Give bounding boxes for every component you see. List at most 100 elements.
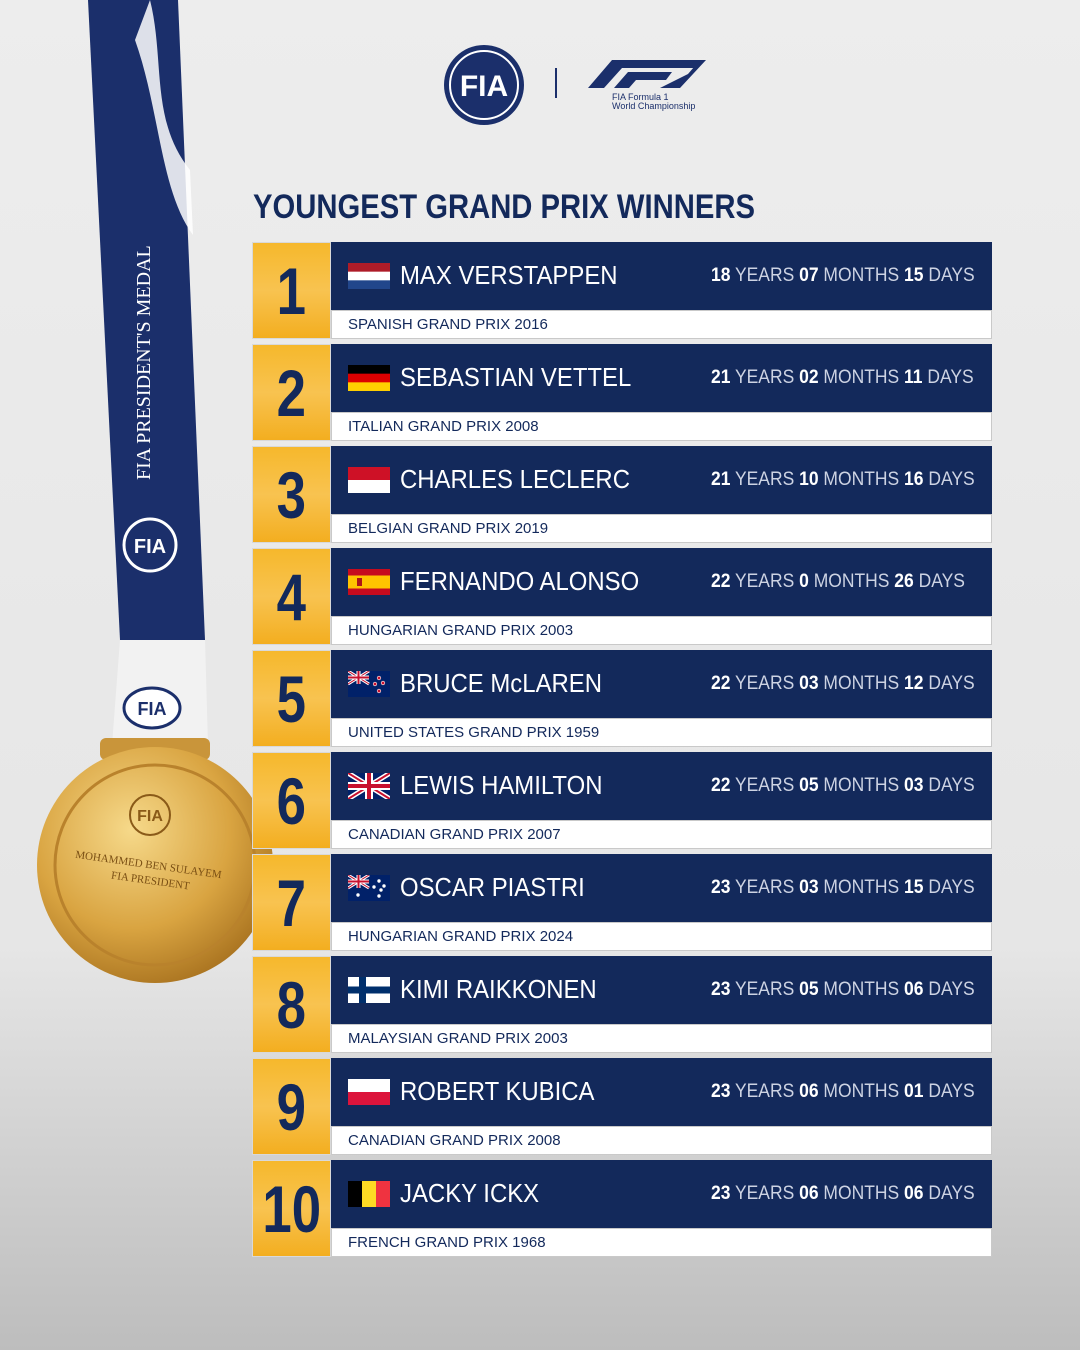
rank: 8 <box>276 967 307 1042</box>
rank-box: 1 <box>252 242 331 339</box>
rank: 6 <box>276 763 307 838</box>
flag-icon <box>348 977 390 1003</box>
age-days: 15 <box>904 265 924 286</box>
driver-name: ROBERT KUBICA <box>400 1076 595 1106</box>
age-unit: MONTHS <box>813 571 890 592</box>
age-unit: DAYS <box>927 367 974 388</box>
driver-name: FERNANDO ALONSO <box>400 566 640 596</box>
rank: 9 <box>276 1069 307 1144</box>
race: BELGIAN GRAND PRIX 2019 <box>348 520 549 537</box>
medal <box>37 747 273 983</box>
race: MALAYSIAN GRAND PRIX 2003 <box>348 1030 568 1047</box>
flag <box>348 977 390 1003</box>
age-unit: YEARS <box>734 571 795 592</box>
ribbon-logo-ring <box>122 517 178 573</box>
race: CANADIAN GRAND PRIX 2008 <box>348 1132 561 1149</box>
flag-icon <box>348 263 390 289</box>
race-band <box>331 922 992 951</box>
rank: 3 <box>276 457 307 532</box>
age-years: 21 <box>711 469 731 490</box>
age-unit: DAYS <box>928 775 975 796</box>
rank-box: 9 <box>252 1058 331 1155</box>
age: 21 YEARS 10 MONTHS 16 DAYS <box>711 469 975 491</box>
name-band <box>331 1058 992 1126</box>
race: UNITED STATES GRAND PRIX 1959 <box>348 724 600 741</box>
age: 23 YEARS 05 MONTHS 06 DAYS <box>711 979 975 1001</box>
age-unit: DAYS <box>928 1183 975 1204</box>
age-months: 0 <box>799 571 809 592</box>
race-band <box>331 1024 992 1053</box>
ribbon-logo: FIA <box>134 536 166 558</box>
age-unit: MONTHS <box>823 1081 900 1102</box>
title: YOUNGEST GRAND PRIX WINNERS <box>253 188 755 226</box>
rank-box: 3 <box>252 446 331 543</box>
ribbon-badge <box>122 686 182 730</box>
flag-icon <box>348 671 390 697</box>
rank: 5 <box>276 661 307 736</box>
flag <box>348 569 390 595</box>
age-unit: MONTHS <box>823 265 900 286</box>
age-unit: MONTHS <box>823 775 900 796</box>
age-unit: YEARS <box>734 673 795 694</box>
age-unit: DAYS <box>928 469 975 490</box>
race-band <box>331 1228 992 1257</box>
driver-name: MAX VERSTAPPEN <box>400 260 618 290</box>
age: 22 YEARS 03 MONTHS 12 DAYS <box>711 673 975 695</box>
flag-icon <box>348 773 390 799</box>
race-band <box>331 718 992 747</box>
driver-name: JACKY ICKX <box>400 1178 540 1208</box>
age-unit: YEARS <box>734 775 795 796</box>
fia-logo <box>444 45 524 125</box>
age-unit: MONTHS <box>823 979 900 1000</box>
age-days: 11 <box>904 367 923 388</box>
race-band <box>331 514 992 543</box>
age-months: 05 <box>799 979 819 1000</box>
age: 23 YEARS 06 MONTHS 06 DAYS <box>711 1183 975 1205</box>
age-months: 03 <box>799 877 819 898</box>
age: 21 YEARS 02 MONTHS 11 DAYS <box>711 367 974 389</box>
age-days: 01 <box>904 1081 924 1102</box>
race: CANADIAN GRAND PRIX 2007 <box>348 826 561 843</box>
age-months: 06 <box>799 1081 819 1102</box>
age: 23 YEARS 03 MONTHS 15 DAYS <box>711 877 975 899</box>
f1-line1: FIA Formula 1 <box>612 92 669 102</box>
age-unit: MONTHS <box>823 877 900 898</box>
flag <box>348 671 390 697</box>
name-band <box>331 548 992 616</box>
driver-name: CHARLES LECLERC <box>400 464 630 494</box>
age-years: 23 <box>711 1081 731 1102</box>
age-months: 06 <box>799 1183 819 1204</box>
rank-box: 2 <box>252 344 331 441</box>
flag <box>348 263 390 289</box>
age-unit: DAYS <box>928 979 975 1000</box>
age-years: 23 <box>711 1183 731 1204</box>
rank: 2 <box>276 355 307 430</box>
rank: 4 <box>276 559 307 634</box>
age-unit: YEARS <box>734 265 795 286</box>
race-band <box>331 616 992 645</box>
flag-icon <box>348 1181 390 1207</box>
age-years: 23 <box>711 877 731 898</box>
age: 23 YEARS 06 MONTHS 01 DAYS <box>711 1081 975 1103</box>
f1-line2: World Championship <box>612 101 695 111</box>
rank-box: 4 <box>252 548 331 645</box>
age: 18 YEARS 07 MONTHS 15 DAYS <box>711 265 975 287</box>
race-band <box>331 412 992 441</box>
name-band <box>331 1160 992 1228</box>
ribbon-stripe <box>135 0 193 235</box>
ribbon-text: FIA PRESIDENT'S MEDAL <box>133 245 155 480</box>
driver-name: LEWIS HAMILTON <box>400 770 603 800</box>
age-years: 21 <box>711 367 731 388</box>
age-unit: YEARS <box>734 469 795 490</box>
age-days: 06 <box>904 1183 924 1204</box>
age-unit: YEARS <box>734 1183 795 1204</box>
age-unit: YEARS <box>734 367 795 388</box>
rank-box: 6 <box>252 752 331 849</box>
age-days: 03 <box>904 775 924 796</box>
age-unit: YEARS <box>734 1081 795 1102</box>
rank-box: 8 <box>252 956 331 1053</box>
age-months: 10 <box>799 469 819 490</box>
race: SPANISH GRAND PRIX 2016 <box>348 316 548 333</box>
medal-logo-ring <box>129 794 171 836</box>
age-unit: DAYS <box>928 1081 975 1102</box>
